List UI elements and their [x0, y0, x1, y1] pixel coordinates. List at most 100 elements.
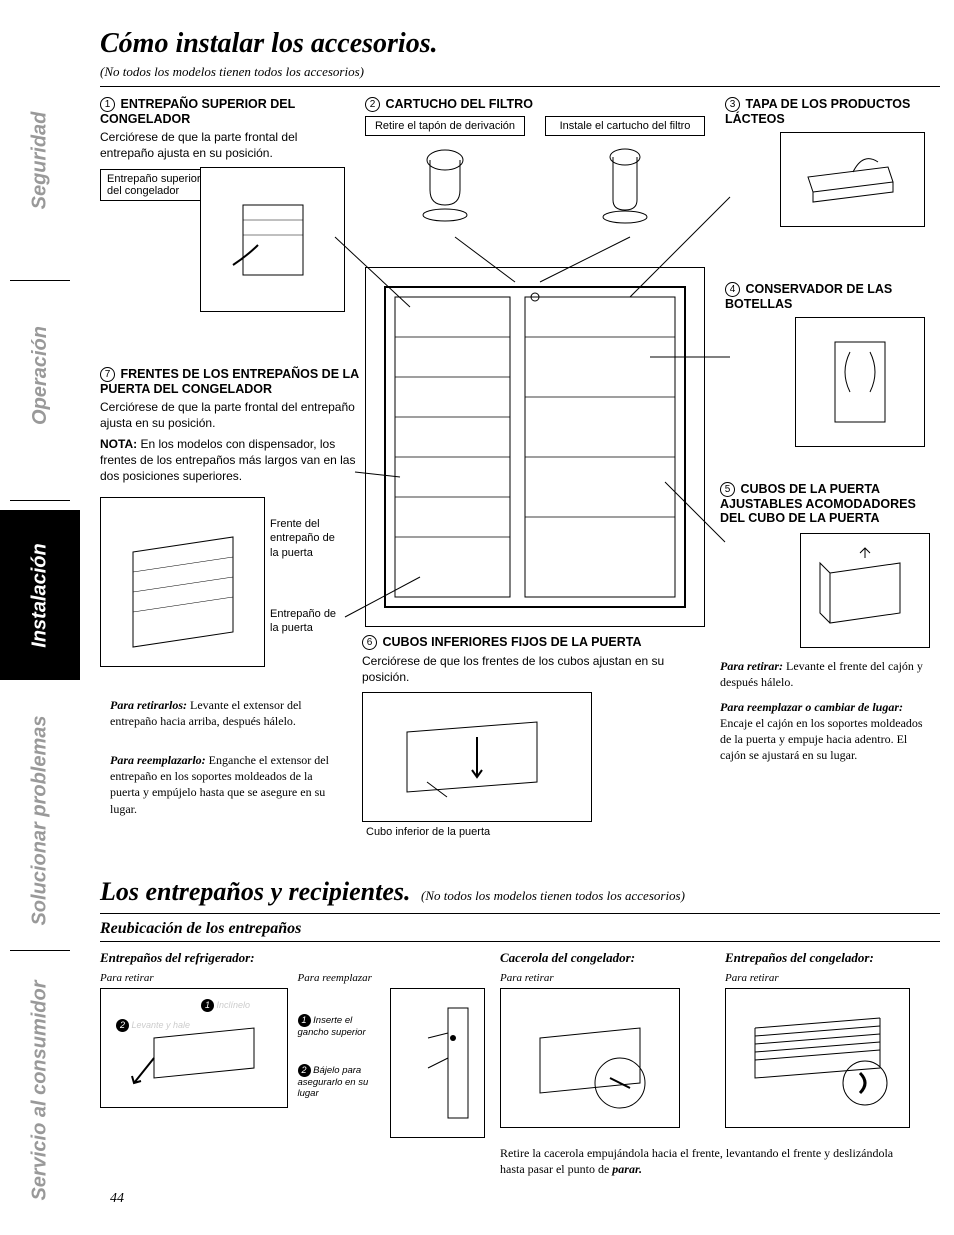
lead: Para retirarlos: [110, 698, 187, 712]
page-subtitle: (No todos los modelos tienen todos los a… [100, 64, 940, 80]
divider [10, 500, 70, 501]
illustration [500, 988, 680, 1128]
item-body: Cerciórese de que los frentes de los cub… [362, 653, 712, 685]
item-6: 6 CUBOS INFERIORES FIJOS DE LA PUERTA Ce… [362, 635, 712, 839]
cap: Para retirar [725, 972, 925, 984]
item-head: 7 FRENTES DE LOS ENTREPAÑOS DE LA PUERTA… [100, 367, 360, 396]
s2-subhead: Reubicación de los entrepaños [100, 920, 940, 938]
num-badge: 3 [725, 97, 740, 112]
head-text: CUBOS DE LA PUERTA AJUSTABLES ACOMODADOR… [720, 482, 916, 525]
lead: Para reemplazar o cambiar de lugar: [720, 700, 903, 714]
illustration: 1 Inclínelo 2 Levante y hale [100, 988, 288, 1108]
head-text: CONSERVADOR DE LAS BOTELLAS [725, 282, 892, 311]
illustration [800, 533, 930, 648]
item-1: 1 ENTREPAÑO SUPERIOR DEL CONGELADOR Cerc… [100, 97, 350, 162]
illustration [200, 167, 345, 312]
item-head: 4 CONSERVADOR DE LAS BOTELLAS [725, 282, 925, 311]
num-badge: 7 [100, 367, 115, 382]
divider [10, 950, 70, 951]
head-text: CARTUCHO DEL FILTRO [385, 97, 532, 111]
illustration [780, 132, 925, 227]
col-head: Entrepaños del congelador: [725, 950, 925, 966]
tab-instalacion[interactable]: Instalación [0, 510, 80, 680]
rule [100, 86, 940, 87]
b1: 1 Inclínelo [201, 999, 250, 1012]
tab-servicio[interactable]: Servicio al consumidor [0, 955, 80, 1225]
lead: NOTA: [100, 437, 137, 451]
lead: Para reemplazarlo: [110, 753, 206, 767]
s2-bottom-text: Retire la cacerola empujándola hacia el … [500, 1145, 920, 1177]
item-head: 6 CUBOS INFERIORES FIJOS DE LA PUERTA [362, 635, 712, 650]
illustration [545, 140, 705, 230]
item-2: 2 CARTUCHO DEL FILTRO Retire el tapón de… [365, 97, 705, 230]
head-text: TAPA DE LOS PRODUCTOS LÁCTEOS [725, 97, 910, 126]
item7-para1: Para retirarlos: Levante el extensor del… [110, 697, 345, 729]
cap: Para reemplazar [298, 972, 486, 984]
b2: 2 Bájelo para asegurarlo en su lugar [298, 1064, 383, 1099]
item-head: 5 CUBOS DE LA PUERTA AJUSTABLES ACOMODAD… [720, 482, 930, 525]
illustration [390, 988, 485, 1138]
head-text: ENTREPAÑO SUPERIOR DEL CONGELADOR [100, 97, 295, 126]
tab-label: Solucionar problemas [29, 715, 52, 925]
item-head: 1 ENTREPAÑO SUPERIOR DEL CONGELADOR [100, 97, 350, 126]
num-badge: 4 [725, 282, 740, 297]
txt: Retire la cacerola empujándola hacia el … [500, 1146, 893, 1176]
num-badge: 1 [100, 97, 115, 112]
col-congelador: Entrepaños del congelador: Para retirar [725, 950, 925, 1139]
item7-para2: Para reemplazarlo: Enganche el extensor … [110, 752, 345, 817]
s2-subtitle: (No todos los modelos tienen todos los a… [421, 888, 685, 903]
num-badge: 5 [720, 482, 735, 497]
item-body: Cerciórese de que la parte frontal del e… [100, 129, 350, 161]
illustration [365, 140, 525, 230]
page-title: Cómo instalar los accesorios. [100, 28, 940, 60]
illustration-7 [100, 497, 265, 667]
num-badge: 2 [365, 97, 380, 112]
rule [100, 941, 940, 942]
tab-label: Seguridad [29, 111, 52, 209]
body2: NOTA: En los modelos con dispensador, lo… [100, 436, 360, 485]
body1: Cerciórese de que la parte frontal del e… [100, 399, 360, 431]
caption: Cubo inferior de la puerta [366, 825, 712, 839]
item-head: 2 CARTUCHO DEL FILTRO [365, 97, 705, 112]
b1: 1 Inserte el gancho superior [298, 1014, 383, 1038]
txt: Encaje el cajón en los soportes moldeado… [720, 716, 923, 762]
sidebar-nav: Seguridad Operación Instalación Solucion… [0, 0, 80, 1235]
txt: En los modelos con dispensador, los fren… [100, 437, 355, 483]
tab-operacion[interactable]: Operación [0, 290, 80, 460]
tab-seguridad[interactable]: Seguridad [0, 80, 80, 240]
tab-solucionar[interactable]: Solucionar problemas [0, 690, 80, 950]
rule [100, 913, 940, 914]
illustration [362, 692, 592, 822]
callout-7a: Frente del entrepaño de la puerta [270, 517, 340, 560]
tab-label: Operación [29, 326, 52, 425]
item-7: 7 FRENTES DE LOS ENTREPAÑOS DE LA PUERTA… [100, 367, 360, 484]
item5-para2: Para reemplazar o cambiar de lugar: Enca… [720, 699, 930, 764]
cap: Para retirar [100, 972, 288, 984]
section-2: Los entrepaños y recipientes. (No todos … [100, 877, 940, 1177]
illustration [725, 988, 910, 1128]
illustration [795, 317, 925, 447]
bold: parar. [612, 1162, 642, 1176]
tab-label: Servicio al consumidor [29, 980, 52, 1200]
item-4: 4 CONSERVADOR DE LAS BOTELLAS [725, 282, 925, 447]
num-badge: 6 [362, 635, 377, 650]
lead: Para retirar: [720, 659, 783, 673]
page-number: 44 [110, 1191, 124, 1207]
callout-7b: Entrepaño de la puerta [270, 607, 340, 636]
page-content: Cómo instalar los accesorios. (No todos … [100, 28, 940, 1177]
cap: Para retirar [500, 972, 710, 984]
divider [10, 280, 70, 281]
head-text: FRENTES DE LOS ENTREPAÑOS DE LA PUERTA D… [100, 367, 359, 396]
central-diagram [365, 267, 705, 627]
tab-label: Instalación [29, 543, 52, 647]
col-head: Cacerola del congelador: [500, 950, 710, 966]
col-head: Entrepaños del refrigerador: [100, 950, 485, 966]
item-head: 3 TAPA DE LOS PRODUCTOS LÁCTEOS [725, 97, 925, 126]
callout-right: Instale el cartucho del filtro [545, 116, 705, 136]
b2: 2 Levante y hale [116, 1019, 190, 1032]
col-cacerola: Cacerola del congelador: Para retirar [500, 950, 710, 1139]
callout-left: Retire el tapón de derivación [365, 116, 525, 136]
col-refrigerador: Entrepaños del refrigerador: Para retira… [100, 950, 485, 1139]
head-text: CUBOS INFERIORES FIJOS DE LA PUERTA [382, 635, 641, 649]
item-5: 5 CUBOS DE LA PUERTA AJUSTABLES ACOMODAD… [720, 482, 930, 763]
